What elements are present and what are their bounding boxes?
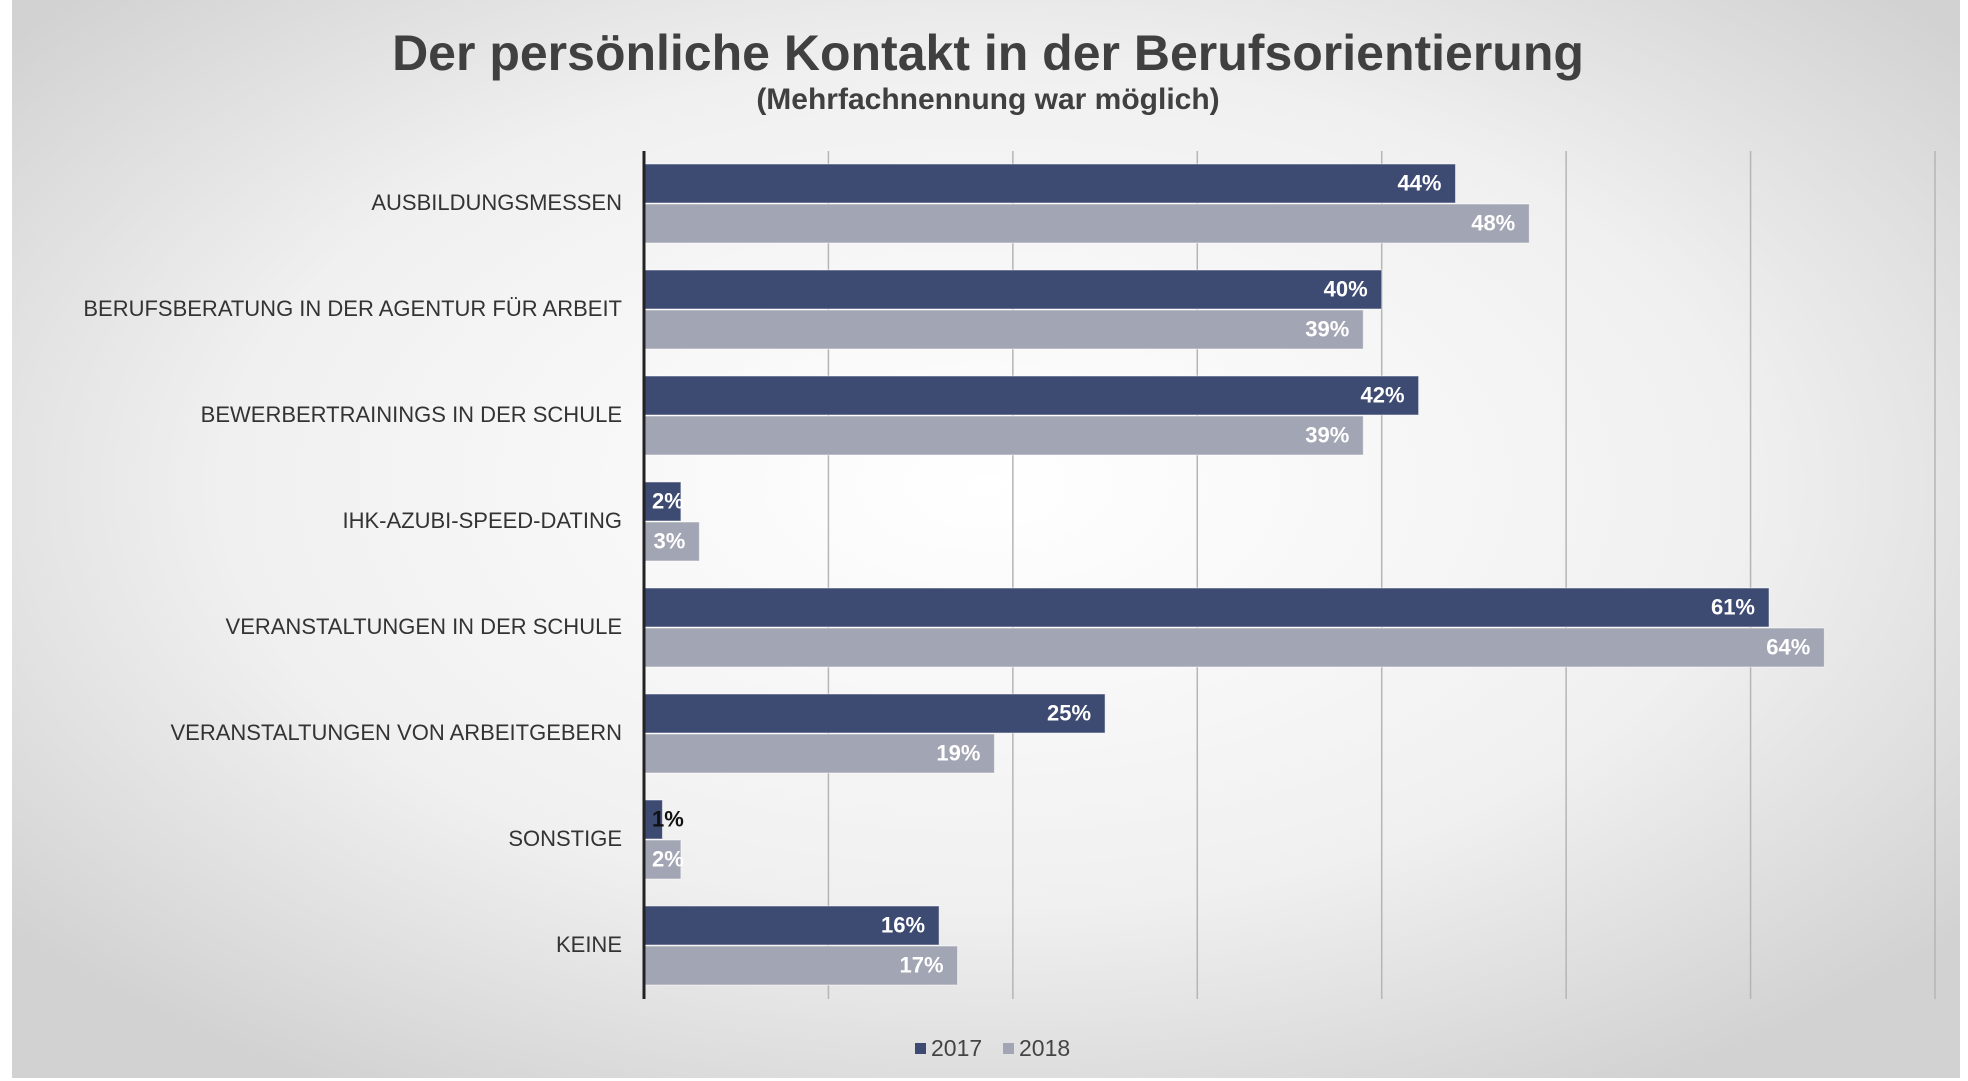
y-tick-label: VERANSTALTUNGEN VON ARBEITGEBERN bbox=[171, 720, 623, 745]
y-tick-label: AUSBILDUNGSMESSEN bbox=[371, 190, 622, 215]
bar bbox=[643, 627, 1825, 668]
data-label: 2% bbox=[652, 846, 684, 871]
legend-swatch bbox=[915, 1043, 926, 1054]
data-label: 1% bbox=[652, 806, 684, 831]
bar bbox=[643, 163, 1456, 204]
data-label: 42% bbox=[1361, 382, 1405, 407]
bar bbox=[643, 415, 1364, 456]
data-label: 2% bbox=[652, 488, 684, 513]
bar bbox=[643, 203, 1530, 244]
data-label: 40% bbox=[1324, 276, 1368, 301]
data-label: 64% bbox=[1766, 634, 1810, 659]
data-label: 19% bbox=[936, 740, 980, 765]
bar bbox=[643, 587, 1770, 628]
bar bbox=[643, 693, 1106, 734]
data-label: 39% bbox=[1305, 316, 1349, 341]
data-label: 16% bbox=[881, 912, 925, 937]
y-tick-label: BEWERBERTRAININGS IN DER SCHULE bbox=[201, 402, 622, 427]
data-label: 39% bbox=[1305, 422, 1349, 447]
data-label: 3% bbox=[654, 528, 686, 553]
data-label: 48% bbox=[1471, 210, 1515, 235]
bar bbox=[643, 521, 700, 562]
legend-label: 2017 bbox=[931, 1035, 982, 1061]
y-tick-label: SONSTIGE bbox=[508, 826, 622, 851]
y-tick-label: VERANSTALTUNGEN IN DER SCHULE bbox=[226, 614, 622, 639]
bar bbox=[643, 309, 1364, 350]
bar bbox=[643, 375, 1420, 416]
y-tick-label: BERUFSBERATUNG IN DER AGENTUR FÜR ARBEIT bbox=[83, 296, 622, 321]
data-label: 17% bbox=[899, 952, 943, 977]
data-label: 25% bbox=[1047, 700, 1091, 725]
legend-swatch bbox=[1003, 1043, 1014, 1054]
y-tick-label: KEINE bbox=[556, 932, 622, 957]
y-tick-label: IHK-AZUBI-SPEED-DATING bbox=[342, 508, 622, 533]
data-label: 61% bbox=[1711, 594, 1755, 619]
chart-subtitle: (Mehrfachnennung war möglich) bbox=[756, 83, 1219, 116]
legend-label: 2018 bbox=[1019, 1035, 1070, 1061]
chart-background bbox=[12, 0, 1960, 1078]
bar bbox=[643, 733, 995, 774]
chart-title: Der persönliche Kontakt in der Berufsori… bbox=[392, 25, 1584, 81]
data-label: 44% bbox=[1397, 170, 1441, 195]
bar bbox=[643, 269, 1383, 310]
